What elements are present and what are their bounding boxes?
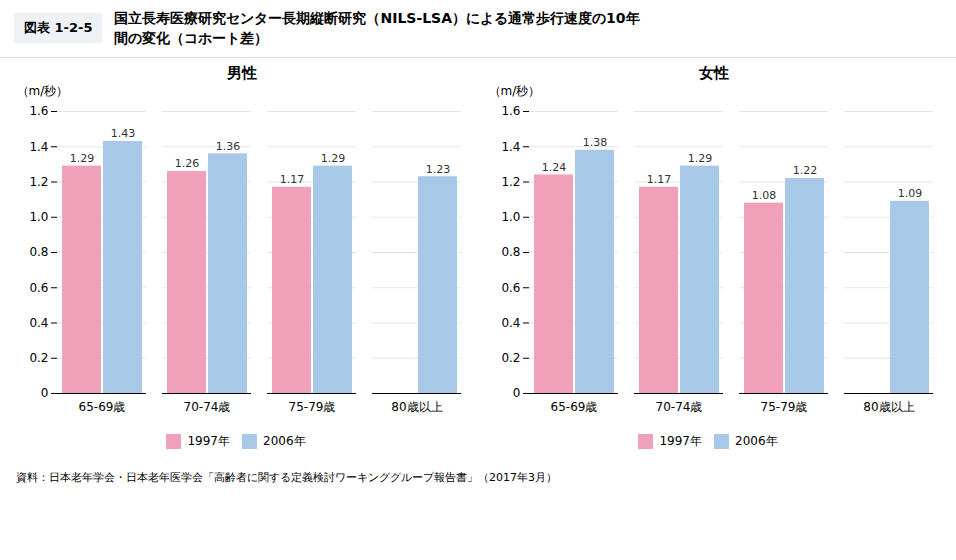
svg-text:65-69歳: 65-69歳 (551, 400, 598, 414)
svg-text:（m/秒）: （m/秒） (17, 84, 69, 98)
svg-text:0.6: 0.6 (501, 280, 520, 294)
svg-text:0.2: 0.2 (501, 351, 520, 365)
svg-text:1.36: 1.36 (216, 139, 241, 152)
svg-text:0.6: 0.6 (29, 280, 48, 294)
svg-text:1.43: 1.43 (111, 127, 136, 140)
svg-text:1.22: 1.22 (793, 164, 818, 177)
html-text:男性: 男性 (227, 63, 257, 82)
svg-text:1.23: 1.23 (426, 162, 451, 175)
svg-text:80歳以上: 80歳以上 (391, 400, 442, 414)
svg-text:1.4: 1.4 (29, 139, 48, 153)
svg-text:0: 0 (41, 386, 49, 400)
html-text:2006年: 2006年 (263, 433, 306, 448)
svg-text:1.29: 1.29 (688, 152, 713, 165)
svg-text:1.17: 1.17 (280, 173, 305, 186)
svg-text:1.0: 1.0 (501, 210, 520, 224)
svg-text:1.0: 1.0 (29, 210, 48, 224)
svg-text:75-79歳: 75-79歳 (289, 400, 336, 414)
svg-text:1.4: 1.4 (501, 139, 520, 153)
svg-text:1.6: 1.6 (501, 104, 520, 118)
html-text:1997年: 1997年 (187, 433, 230, 448)
html-text:国立長寿医療研究センター長期縦断研究（NILS-LSA）によ: 国立長寿医療研究センター長期縦断研究（NILS-LSA）による通常歩行速度の10… (114, 10, 640, 47)
html-text:資料：日本老年学会・日本老年医学会「高齢者に関する定義検討ワ: 資料：日本老年学会・日本老年医学会「高齢者に関する定義検討ワーキンググループ報告… (16, 470, 557, 484)
svg-text:1.2: 1.2 (501, 174, 520, 188)
html-text:女性: 女性 (699, 63, 729, 82)
svg-text:0.8: 0.8 (29, 245, 48, 259)
svg-text:0.2: 0.2 (29, 351, 48, 365)
svg-text:1.26: 1.26 (175, 157, 200, 170)
html-text:図表 1-2-5: 図表 1-2-5 (24, 20, 93, 36)
svg-text:1.09: 1.09 (898, 187, 923, 200)
svg-text:70-74歳: 70-74歳 (184, 400, 231, 414)
svg-text:1.6: 1.6 (29, 104, 48, 118)
svg-text:65-69歳: 65-69歳 (79, 400, 126, 414)
svg-text:75-79歳: 75-79歳 (761, 400, 808, 414)
svg-text:1.08: 1.08 (752, 189, 777, 202)
svg-text:80歳以上: 80歳以上 (863, 400, 914, 414)
svg-text:1.29: 1.29 (70, 152, 95, 165)
svg-text:0.8: 0.8 (501, 245, 520, 259)
svg-text:1.24: 1.24 (542, 161, 567, 174)
svg-text:70-74歳: 70-74歳 (656, 400, 703, 414)
svg-text:0.4: 0.4 (29, 315, 48, 329)
svg-text:（m/秒）: （m/秒） (489, 84, 541, 98)
html-text:2006年: 2006年 (735, 433, 778, 448)
html-text:1997年: 1997年 (659, 433, 702, 448)
svg-text:0.4: 0.4 (501, 315, 520, 329)
svg-text:1.38: 1.38 (583, 136, 608, 149)
svg-text:1.29: 1.29 (321, 152, 346, 165)
svg-text:1.2: 1.2 (29, 174, 48, 188)
svg-text:1.17: 1.17 (647, 173, 672, 186)
svg-text:0: 0 (513, 386, 521, 400)
